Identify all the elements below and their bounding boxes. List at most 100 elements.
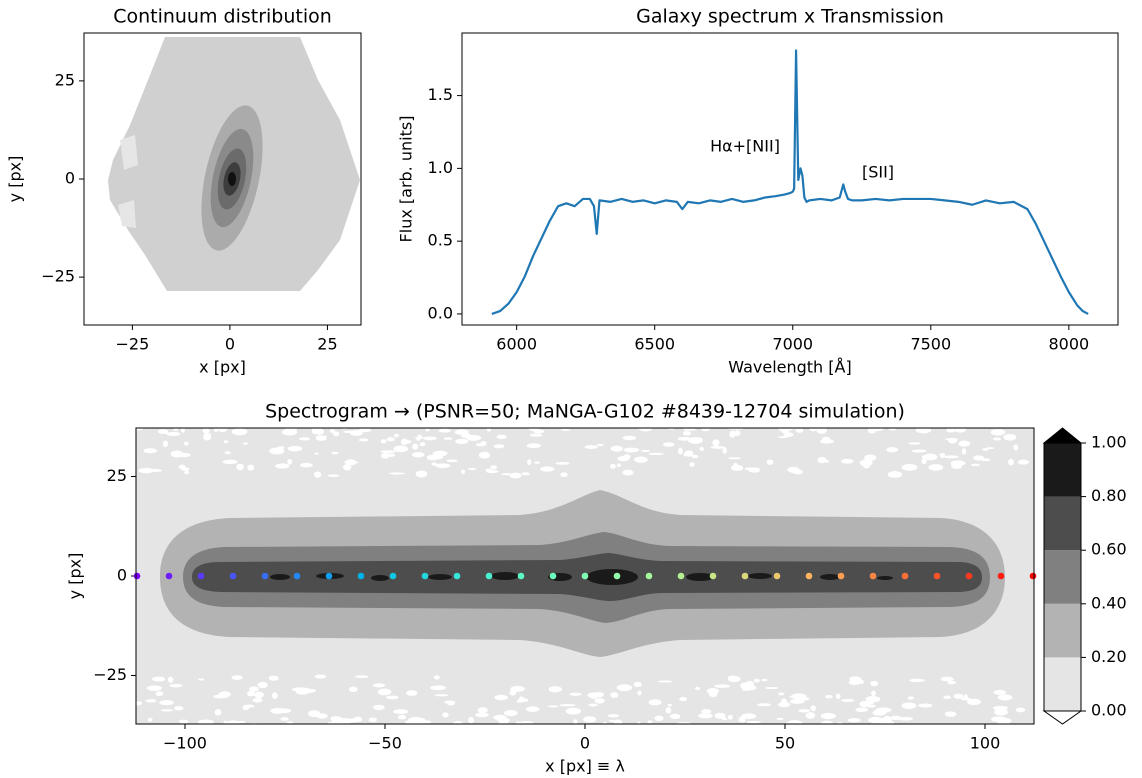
noise xyxy=(689,462,695,467)
noise xyxy=(327,721,332,724)
contour-level xyxy=(371,575,389,581)
noise xyxy=(477,707,488,714)
colorbar-tick-label: 0.00 xyxy=(1091,701,1127,720)
noise xyxy=(677,447,683,455)
noise xyxy=(146,685,162,691)
noise xyxy=(888,428,897,431)
contour-level xyxy=(586,569,638,585)
noise xyxy=(136,701,143,706)
noise xyxy=(393,445,409,453)
noise xyxy=(152,676,166,682)
y-tick-label: 25 xyxy=(55,70,75,89)
noise xyxy=(859,459,873,467)
noise xyxy=(993,689,1007,695)
noise xyxy=(882,715,892,723)
noise xyxy=(958,440,971,447)
noise xyxy=(527,459,532,466)
noise xyxy=(682,431,692,436)
noise xyxy=(393,433,399,438)
noise xyxy=(380,439,387,444)
scatter-point xyxy=(485,572,493,580)
noise xyxy=(805,712,816,719)
noise xyxy=(683,428,697,431)
noise xyxy=(247,690,255,697)
noise xyxy=(786,720,803,724)
noise xyxy=(493,444,505,449)
y-tick-label: 0.0 xyxy=(428,303,453,322)
noise xyxy=(879,721,894,724)
noise xyxy=(997,694,1013,701)
scatter-point xyxy=(805,572,813,580)
noise xyxy=(613,719,623,724)
y-tick-label: 0.5 xyxy=(428,231,453,250)
noise xyxy=(741,687,752,691)
noise xyxy=(539,466,555,472)
noise xyxy=(766,459,774,465)
noise xyxy=(401,440,412,444)
noise xyxy=(252,697,263,703)
noise xyxy=(778,692,785,696)
scatter-point xyxy=(677,572,685,580)
noise xyxy=(223,720,228,724)
noise xyxy=(184,441,189,446)
noise xyxy=(727,675,738,680)
noise xyxy=(184,470,190,475)
noise xyxy=(616,463,621,468)
noise xyxy=(497,717,510,723)
noise xyxy=(907,696,914,700)
noise xyxy=(386,437,395,442)
noise xyxy=(419,442,426,447)
noise xyxy=(416,717,426,724)
noise xyxy=(287,458,293,465)
noise xyxy=(820,712,836,720)
noise xyxy=(314,471,322,478)
scatter-point xyxy=(261,572,269,580)
annotation: [SII] xyxy=(862,163,894,182)
noise xyxy=(358,438,369,442)
noise xyxy=(677,436,692,441)
x-tick-label: 100 xyxy=(970,734,1001,753)
continuum-contours xyxy=(108,37,360,291)
noise xyxy=(331,451,339,455)
noise xyxy=(354,675,369,679)
noise xyxy=(940,676,954,682)
noise xyxy=(789,695,801,698)
noise xyxy=(795,696,810,701)
line-series xyxy=(491,49,1089,315)
noise xyxy=(1015,707,1026,713)
noise xyxy=(908,442,921,445)
noise xyxy=(694,686,701,690)
noise xyxy=(909,678,925,683)
noise xyxy=(213,694,229,699)
colorbar-tick-label: 0.40 xyxy=(1091,593,1127,612)
noise xyxy=(870,680,879,687)
noise xyxy=(1013,444,1019,451)
noise xyxy=(953,693,964,699)
noise xyxy=(730,464,744,471)
noise xyxy=(453,721,463,724)
noise xyxy=(147,717,153,722)
scatter-point xyxy=(165,572,173,580)
y-tick-label: 1.0 xyxy=(428,158,453,177)
noise xyxy=(162,429,169,434)
noise xyxy=(372,683,386,688)
noise xyxy=(442,712,449,718)
x-axis-label: x [px] xyxy=(199,358,246,377)
noise xyxy=(990,429,1006,436)
noise xyxy=(503,710,518,717)
noise xyxy=(886,447,899,453)
noise xyxy=(994,708,1008,716)
noise xyxy=(353,716,363,722)
noise xyxy=(381,452,390,459)
y-tick-label: −25 xyxy=(93,665,127,684)
noise xyxy=(145,699,157,703)
noise xyxy=(734,430,741,436)
noise xyxy=(787,466,800,473)
noise xyxy=(636,721,641,724)
noise xyxy=(824,460,830,463)
noise xyxy=(729,430,736,438)
noise xyxy=(745,680,755,687)
x-tick-label: −25 xyxy=(115,335,149,354)
noise xyxy=(433,675,440,680)
x-tick-label: −50 xyxy=(368,734,402,753)
